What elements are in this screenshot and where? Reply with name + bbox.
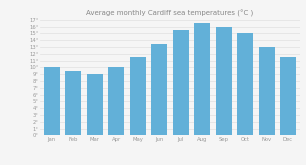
Bar [43,67,60,135]
Bar [129,57,146,135]
Bar [108,67,124,135]
Title: Average monthly Cardiff sea temperatures (°C ): Average monthly Cardiff sea temperatures… [86,10,253,17]
Bar [194,23,210,135]
Bar [215,27,232,135]
Bar [65,71,81,135]
Bar [280,57,296,135]
Bar [173,30,188,135]
Bar [151,44,167,135]
Bar [237,33,253,135]
Bar [259,47,274,135]
Bar [87,74,103,135]
